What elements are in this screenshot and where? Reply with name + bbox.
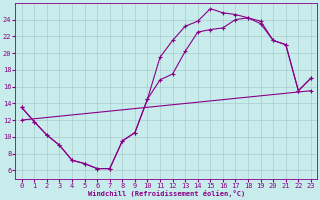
X-axis label: Windchill (Refroidissement éolien,°C): Windchill (Refroidissement éolien,°C) — [88, 190, 245, 197]
